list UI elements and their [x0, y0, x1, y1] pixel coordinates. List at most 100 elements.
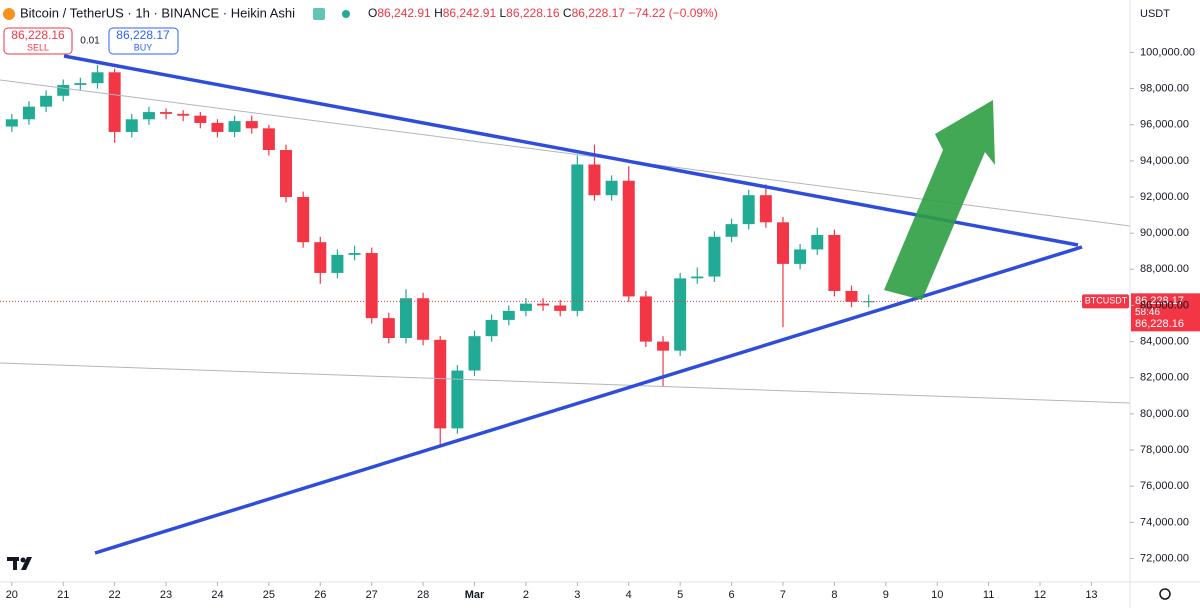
candle-body	[554, 305, 567, 311]
candle-body	[74, 83, 87, 85]
ohlc-key: L	[499, 6, 506, 20]
sell-price: 86,228.16	[11, 28, 65, 42]
x-tick-label: 2	[523, 589, 529, 601]
candle-body	[794, 249, 807, 264]
candle-body	[279, 150, 292, 198]
settings-icon[interactable]	[1159, 588, 1171, 600]
header: Bitcoin / TetherUS · 1h · BINANCE · Heik…	[3, 5, 718, 20]
y-tick-label: 76,000.00	[1140, 480, 1189, 492]
candle-body	[365, 253, 378, 319]
candle-body	[605, 180, 618, 196]
x-tick-label: 10	[931, 589, 943, 601]
buy-price: 86,228.17	[116, 28, 170, 42]
y-tick-label: 82,000.00	[1140, 372, 1189, 384]
candle-body	[262, 128, 275, 151]
candle-body	[22, 106, 35, 120]
breakout-arrow	[884, 100, 995, 300]
candle-body	[485, 319, 498, 337]
ohlc-value: 86,242.91	[377, 6, 431, 20]
trade-buttons: 86,228.16 SELL 0.01 86,228.17 BUY	[3, 27, 179, 55]
ohlc-key: O	[368, 6, 377, 20]
spread: 0.01	[80, 36, 100, 47]
candle-body	[399, 298, 412, 338]
buy-label: BUY	[134, 42, 153, 52]
candle-body	[502, 310, 515, 320]
candle-body	[108, 72, 121, 132]
trend-line	[0, 362, 1131, 404]
candle-body	[314, 242, 327, 273]
change: −74.22 (−0.09%)	[628, 6, 717, 20]
x-tick-label: 28	[417, 589, 429, 601]
y-tick-label: 72,000.00	[1140, 552, 1189, 564]
candle-body	[622, 180, 635, 297]
candle-body	[245, 121, 258, 129]
flag-icon[interactable]	[313, 8, 325, 20]
candle-body	[588, 164, 601, 196]
tv-logo	[7, 557, 32, 570]
candle-body	[451, 370, 464, 429]
y-tick-label: 92,000.00	[1140, 191, 1189, 203]
market-status[interactable]	[342, 10, 350, 18]
plot-area	[0, 65, 1130, 445]
logo-part	[20, 557, 26, 563]
candle-body	[862, 301, 875, 303]
candle-body	[828, 234, 841, 291]
countdown: 58:46	[1135, 307, 1160, 318]
candle-body	[537, 303, 550, 306]
sell-button[interactable]	[3, 27, 73, 55]
currency-selector[interactable]: USDT	[1140, 8, 1170, 20]
candle-body	[194, 115, 207, 123]
candle-body	[571, 164, 584, 311]
candle-body	[177, 113, 190, 116]
logo-part	[21, 557, 32, 570]
candle-body	[211, 122, 224, 132]
x-tick-label: 11	[983, 589, 994, 601]
candle-body	[708, 236, 721, 277]
candle-body	[725, 224, 738, 237]
y-tick-label: 78,000.00	[1140, 444, 1189, 456]
y-tick-label: 94,000.00	[1140, 155, 1189, 167]
candle-body	[845, 291, 858, 302]
x-tick-label: 24	[211, 589, 223, 601]
coin-icon	[3, 8, 15, 20]
x-tick-label: 3	[574, 589, 580, 601]
y-tick-label: 88,000.00	[1140, 263, 1189, 275]
x-tick-label: 23	[160, 589, 172, 601]
x-tick-label: 8	[831, 589, 837, 601]
x-tick-label: 9	[883, 589, 889, 601]
bid-price: 86,228.16	[1135, 318, 1184, 330]
ohlc-key: C	[563, 6, 572, 20]
y-tick-label: 74,000.00	[1140, 516, 1189, 528]
y-tick-label: 84,000.00	[1140, 336, 1189, 348]
candle-body	[434, 339, 447, 429]
ohlc-key: H	[434, 6, 443, 20]
triangle-upper-line	[63, 54, 1079, 247]
y-tick-label: 80,000.00	[1140, 408, 1189, 420]
candle-body	[348, 253, 361, 255]
price-tag	[1131, 293, 1200, 332]
candle-body	[331, 254, 344, 273]
candle-body	[382, 318, 395, 338]
candle-body	[776, 222, 789, 264]
candle-body	[417, 298, 430, 340]
x-tick-label: 22	[109, 589, 121, 601]
symbol-title[interactable]: Bitcoin / TetherUS · 1h · BINANCE · Heik…	[20, 5, 295, 20]
candle-body	[228, 121, 241, 132]
x-tick-label: 7	[780, 589, 786, 601]
candle-body	[674, 278, 687, 351]
buy-button[interactable]	[108, 27, 179, 55]
candle-body	[468, 336, 481, 371]
x-tick-label: Mar	[465, 589, 485, 601]
y-tick-label: 98,000.00	[1140, 82, 1189, 94]
x-tick-label: 12	[1034, 589, 1046, 601]
x-tick-label: 4	[626, 589, 632, 601]
candle-body	[160, 112, 173, 114]
y-tick-label: 86,000.00	[1140, 299, 1189, 311]
logo-part	[13, 557, 17, 570]
last-price: 86,228.17	[1135, 295, 1184, 307]
x-tick-label: 20	[6, 589, 18, 601]
x-tick-label: 21	[57, 589, 69, 601]
